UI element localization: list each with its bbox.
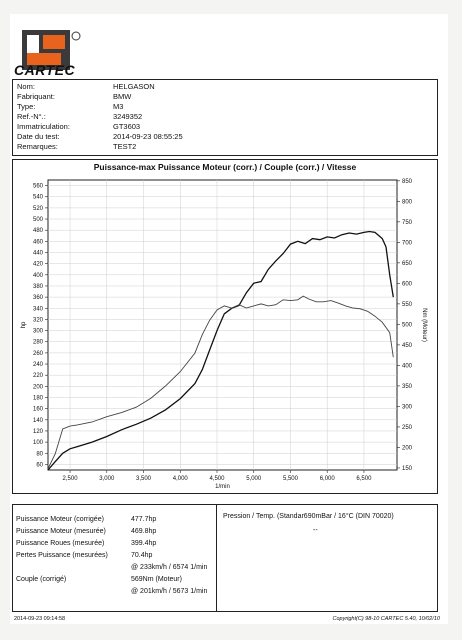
x-tick-label: 6,500: [356, 476, 372, 482]
conditions-dash: --: [313, 527, 318, 534]
y-right-tick-label: 750: [402, 220, 413, 226]
results-divider: [216, 505, 217, 611]
y-right-tick-label: 300: [402, 404, 413, 410]
info-value: 3249352: [113, 112, 143, 121]
info-label: Ref.-N°.:: [17, 112, 46, 121]
y-tick-label: 480: [33, 228, 44, 234]
result-value: 477.7hp: [131, 516, 157, 523]
result-label: Couple (corrigé): [16, 576, 67, 583]
y-tick-label: 440: [33, 251, 44, 257]
result-value: @ 233km/h / 6574 1/min: [131, 564, 208, 571]
y-tick-label: 360: [33, 295, 44, 301]
torque-curve: [47, 295, 394, 469]
plot-area: [47, 179, 398, 471]
y-tick-label: 120: [33, 429, 44, 435]
info-value: M3: [113, 102, 124, 111]
info-value: 2014-09-23 08:55:25: [113, 132, 183, 141]
info-label: Immatriculation:: [17, 122, 70, 131]
y-right-tick-label: 400: [402, 363, 413, 369]
y-right-tick-label: 150: [402, 466, 413, 472]
y-right-tick-label: 650: [402, 261, 413, 267]
x-tick-label: 5,000: [246, 476, 262, 482]
print-timestamp: 2014-09-23 09:14:58: [14, 616, 66, 622]
y-tick-label: 260: [33, 351, 44, 357]
x-tick-label: 4,500: [209, 476, 225, 482]
y-right-tick-label: 200: [402, 445, 413, 451]
results-panel: Puissance Moteur (corrigée) 477.7hp Puiss…: [12, 504, 438, 612]
y-tick-label: 240: [33, 362, 44, 368]
y-tick-label: 400: [33, 273, 44, 279]
logo-text: CARTEC: [14, 62, 76, 78]
result-label: Puissance Roues (mesurée): [16, 540, 105, 547]
result-value: 70.4hp: [131, 552, 153, 559]
y-tick-label: 340: [33, 306, 44, 312]
result-label: Puissance Moteur (corrigée): [16, 516, 104, 523]
result-value: 399.4hp: [131, 540, 157, 547]
y-tick-label: 200: [33, 384, 44, 390]
y-tick-label: 300: [33, 329, 44, 335]
test-conditions: Pression / Temp. (Standar690mBar / 16°C …: [223, 513, 394, 520]
cartec-logo-icon: [22, 30, 81, 70]
chart-title: Puissance-max Puissance Moteur (corr.) /…: [93, 162, 357, 172]
x-tick-label: 4,000: [173, 476, 189, 482]
info-label: Remarques:: [17, 142, 58, 151]
y-right-tick-label: 450: [402, 343, 413, 349]
y-tick-label: 420: [33, 262, 44, 268]
y-right-axis-label: Nm (Moteur): [421, 308, 427, 342]
x-axis-label: 1/min: [215, 484, 230, 490]
y-tick-label: 380: [33, 284, 44, 290]
y-right-tick-label: 600: [402, 281, 413, 287]
info-label: Date du test:: [17, 132, 60, 141]
vehicle-info-table: Nom: HELGASON Fabriquant: BMW Type: M3 Ref.…: [12, 79, 438, 156]
dyno-chart-panel: Puissance-max Puissance Moteur (corr.) /…: [12, 159, 438, 494]
power-curve: [47, 230, 394, 471]
y-tick-label: 180: [33, 396, 44, 402]
result-label: Pertes Puissance (mesurées): [16, 552, 108, 559]
y-tick-label: 160: [33, 407, 44, 413]
y-tick-label: 460: [33, 239, 44, 245]
y-tick-label: 100: [33, 440, 44, 446]
x-tick-label: 6,000: [320, 476, 336, 482]
y-tick-label: 320: [33, 317, 44, 323]
x-tick-label: 3,000: [99, 476, 115, 482]
info-label: Nom:: [17, 82, 35, 91]
x-tick-label: 3,500: [136, 476, 152, 482]
y-right-tick-label: 500: [402, 322, 413, 328]
info-value: BMW: [113, 92, 132, 101]
info-value: GT3603: [113, 122, 141, 131]
copyright: Copyright(C) 98-10 CARTEC 5.40, 10/02/10: [332, 616, 440, 622]
y-tick-label: 520: [33, 206, 44, 212]
result-value: 569Nm (Moteur): [131, 576, 182, 583]
info-label: Fabriquant:: [17, 92, 55, 101]
result-value: @ 201km/h / 5673 1/min: [131, 588, 208, 595]
y-right-tick-label: 800: [402, 199, 413, 205]
x-tick-label: 2,500: [63, 476, 79, 482]
result-label: Puissance Moteur (mesurée): [16, 528, 106, 535]
y-tick-label: 80: [36, 451, 43, 457]
result-value: 469.8hp: [131, 528, 157, 535]
y-right-tick-label: 700: [402, 240, 413, 246]
info-value: HELGASON: [113, 82, 155, 91]
dyno-chart: 60 80 100 120 140 160 180 200 220 240 260 280 300 320…: [21, 179, 427, 490]
y-right-tick-label: 350: [402, 384, 413, 390]
info-label: Type:: [17, 102, 36, 111]
y-tick-label: 540: [33, 195, 44, 201]
y-tick-label: 280: [33, 340, 44, 346]
info-value: TEST2: [113, 142, 137, 151]
y-right-tick-label: 550: [402, 302, 413, 308]
y-right-tick-label: 850: [402, 179, 413, 185]
y-axis-label: hp: [21, 321, 27, 328]
y-right-tick-label: 250: [402, 425, 413, 431]
y-tick-label: 140: [33, 418, 44, 424]
y-tick-label: 500: [33, 217, 44, 223]
x-tick-label: 5,500: [283, 476, 299, 482]
y-tick-label: 560: [33, 184, 44, 190]
y-tick-label: 220: [33, 373, 44, 379]
y-tick-label: 60: [36, 462, 43, 468]
